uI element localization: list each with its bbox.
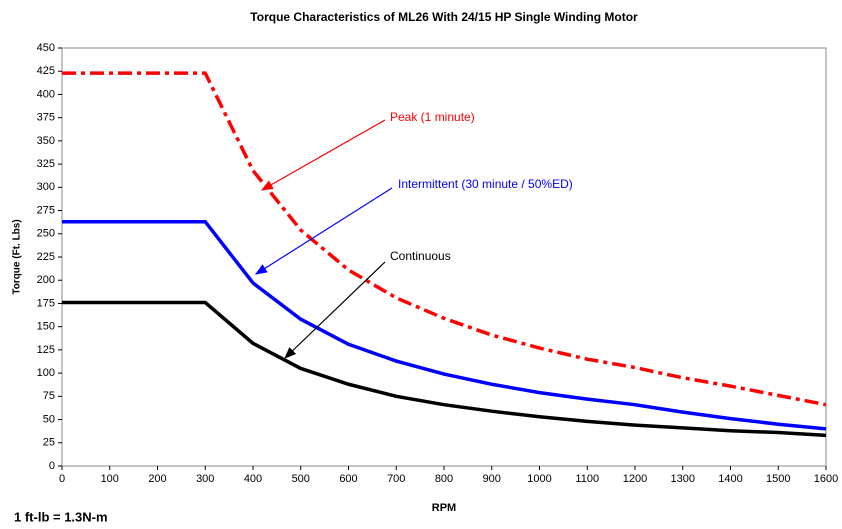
- series-line: [62, 300, 827, 438]
- x-axis-label: RPM: [432, 502, 456, 514]
- chart-title: Torque Characteristics of ML26 With 24/1…: [250, 10, 638, 24]
- series-label: Intermittent (30 minute / 50%ED): [398, 177, 573, 191]
- y-tick-label: 225: [37, 251, 55, 263]
- x-tick-label: 300: [196, 473, 214, 485]
- x-tick-label: 1400: [718, 473, 742, 485]
- x-tick-label: 0: [59, 473, 65, 485]
- series-label: Continuous: [390, 249, 451, 263]
- y-tick-label: 175: [37, 297, 55, 309]
- footnote: 1 ft-lb = 1.3N-m: [14, 509, 108, 524]
- x-tick-label: 1200: [623, 473, 647, 485]
- x-tick-label: 1500: [766, 473, 790, 485]
- x-tick-label: 200: [148, 473, 166, 485]
- x-tick-label: 1100: [575, 473, 599, 485]
- x-tick-label: 1300: [671, 473, 695, 485]
- y-axis-label: Torque (Ft. Lbs): [12, 219, 23, 294]
- y-tick-label: 425: [37, 65, 55, 77]
- y-tick-label: 100: [37, 367, 55, 379]
- series-line: [62, 219, 827, 431]
- y-tick-label: 400: [37, 88, 55, 100]
- y-tick-label: 325: [37, 158, 55, 170]
- x-tick-label: 100: [101, 473, 119, 485]
- y-tick-label: 250: [37, 228, 55, 240]
- y-tick-label: 450: [37, 42, 55, 54]
- series-label: Peak (1 minute): [390, 110, 475, 124]
- y-tick-label: 25: [43, 437, 55, 449]
- callout-arrow: [284, 261, 386, 359]
- y-tick-label: 350: [37, 135, 55, 147]
- y-tick-label: 150: [37, 321, 55, 333]
- x-tick-label: 700: [387, 473, 405, 485]
- y-tick-label: 375: [37, 112, 55, 124]
- series-line: [62, 71, 827, 407]
- x-tick-label: 1600: [814, 473, 838, 485]
- y-tick-label: 200: [37, 274, 55, 286]
- x-tick-label: 800: [435, 473, 453, 485]
- callout-arrow: [260, 119, 386, 191]
- callout-arrow: [254, 187, 393, 275]
- x-tick-label: 500: [292, 473, 310, 485]
- y-tick-label: 125: [37, 344, 55, 356]
- y-tick-label: 75: [43, 390, 55, 402]
- y-tick-label: 275: [37, 204, 55, 216]
- y-tick-label: 50: [43, 413, 55, 425]
- x-tick-label: 400: [244, 473, 262, 485]
- x-tick-label: 900: [483, 473, 501, 485]
- x-tick-label: 1000: [527, 473, 551, 485]
- y-tick-label: 0: [49, 460, 55, 472]
- y-tick-label: 300: [37, 181, 55, 193]
- x-tick-label: 600: [339, 473, 357, 485]
